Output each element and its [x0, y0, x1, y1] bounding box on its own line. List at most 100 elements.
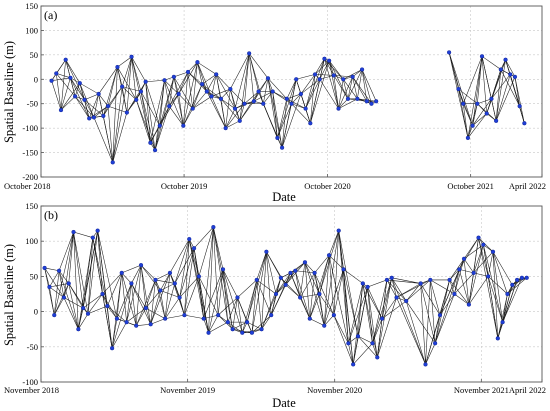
network-edge	[519, 106, 525, 124]
acquisition-point	[317, 291, 322, 297]
network-edge	[472, 98, 492, 126]
acquisition-point	[119, 270, 124, 275]
acquisition-point	[247, 51, 252, 56]
network-edge	[160, 290, 166, 319]
acquisition-point	[190, 106, 195, 111]
acquisition-point	[76, 327, 81, 332]
acquisition-point	[346, 341, 351, 346]
y-tick-label: -100	[22, 377, 38, 387]
network-edge	[285, 270, 296, 286]
network-edge	[495, 74, 511, 121]
acquisition-point	[457, 267, 462, 272]
network-edge	[201, 83, 222, 100]
network-edge	[272, 91, 292, 104]
network-edge	[372, 343, 378, 358]
network-edge	[430, 279, 455, 295]
network-edge	[44, 267, 65, 298]
network-edge	[362, 283, 373, 344]
acquisition-point	[471, 270, 476, 275]
network-edge	[117, 66, 137, 100]
network-edge	[272, 91, 278, 138]
network-edge	[145, 290, 161, 309]
acquisition-point	[47, 284, 52, 290]
network-edge	[449, 279, 470, 305]
network-edge	[502, 293, 508, 323]
network-edge	[230, 53, 250, 90]
network-edge	[160, 272, 171, 291]
network-edge	[483, 244, 503, 323]
network-edge	[63, 297, 79, 330]
y-tick-label: -100	[22, 123, 38, 133]
acquisition-point	[498, 67, 503, 72]
network-edge	[155, 272, 171, 281]
network-edge	[248, 53, 269, 79]
network-edge	[348, 343, 354, 365]
network-edge	[140, 265, 147, 309]
network-edge	[372, 279, 388, 344]
network-edge	[343, 69, 363, 80]
network-edge	[333, 315, 354, 365]
network-edge	[314, 58, 325, 75]
network-edge	[348, 286, 368, 344]
network-edge	[439, 293, 455, 316]
acquisition-point	[355, 96, 360, 101]
network-edge	[305, 108, 311, 124]
network-edge	[323, 255, 330, 326]
network-edge	[164, 297, 180, 319]
network-edge	[405, 283, 421, 302]
acquisition-point	[355, 334, 361, 339]
y-tick-label: 0	[34, 74, 38, 84]
network-edge	[251, 251, 267, 333]
acquisition-point	[465, 135, 471, 141]
network-edge	[73, 232, 89, 314]
acquisition-point	[182, 313, 187, 318]
network-edge	[192, 62, 198, 109]
network-edge	[84, 99, 90, 119]
network-edge	[159, 93, 179, 126]
network-edge	[131, 283, 151, 325]
network-edge	[449, 269, 460, 281]
network-edge	[107, 105, 127, 113]
network-edge	[463, 258, 470, 305]
x-tick-label: October 2021	[447, 181, 494, 191]
network-edge	[183, 62, 198, 126]
acquisition-point	[66, 281, 71, 286]
acquisition-point	[517, 104, 522, 109]
network-edge	[430, 279, 436, 344]
network-edge	[507, 277, 527, 295]
network-edge	[467, 113, 487, 139]
network-edge	[328, 255, 344, 270]
network-edge	[230, 88, 245, 104]
network-edge	[481, 56, 487, 114]
network-edge	[478, 237, 489, 277]
acquisition-point	[249, 330, 255, 335]
network-edge	[107, 67, 118, 107]
network-edge	[178, 62, 198, 95]
acquisition-point	[505, 291, 510, 297]
acquisition-point	[211, 225, 216, 230]
network-edge	[184, 314, 204, 319]
network-edge	[381, 297, 397, 319]
network-edge	[102, 272, 122, 295]
network-edge	[184, 276, 200, 316]
acquisition-point	[143, 305, 148, 311]
network-edge	[357, 98, 372, 104]
network-edge	[173, 71, 189, 78]
network-edge	[347, 76, 353, 99]
network-edge	[140, 91, 156, 151]
network-edge	[244, 53, 250, 104]
network-edge	[164, 80, 170, 107]
network-edge	[251, 279, 258, 333]
network-edge	[291, 103, 306, 109]
network-edge	[492, 251, 513, 285]
acquisition-point	[158, 288, 163, 293]
acquisition-point	[275, 135, 280, 141]
network-edge	[58, 270, 69, 284]
acquisition-point	[52, 313, 57, 318]
network-edge	[179, 297, 185, 316]
acquisition-point	[312, 270, 317, 275]
network-edge	[187, 71, 203, 85]
network-edge	[150, 80, 165, 143]
network-edge	[217, 269, 224, 316]
network-edge	[131, 265, 142, 284]
